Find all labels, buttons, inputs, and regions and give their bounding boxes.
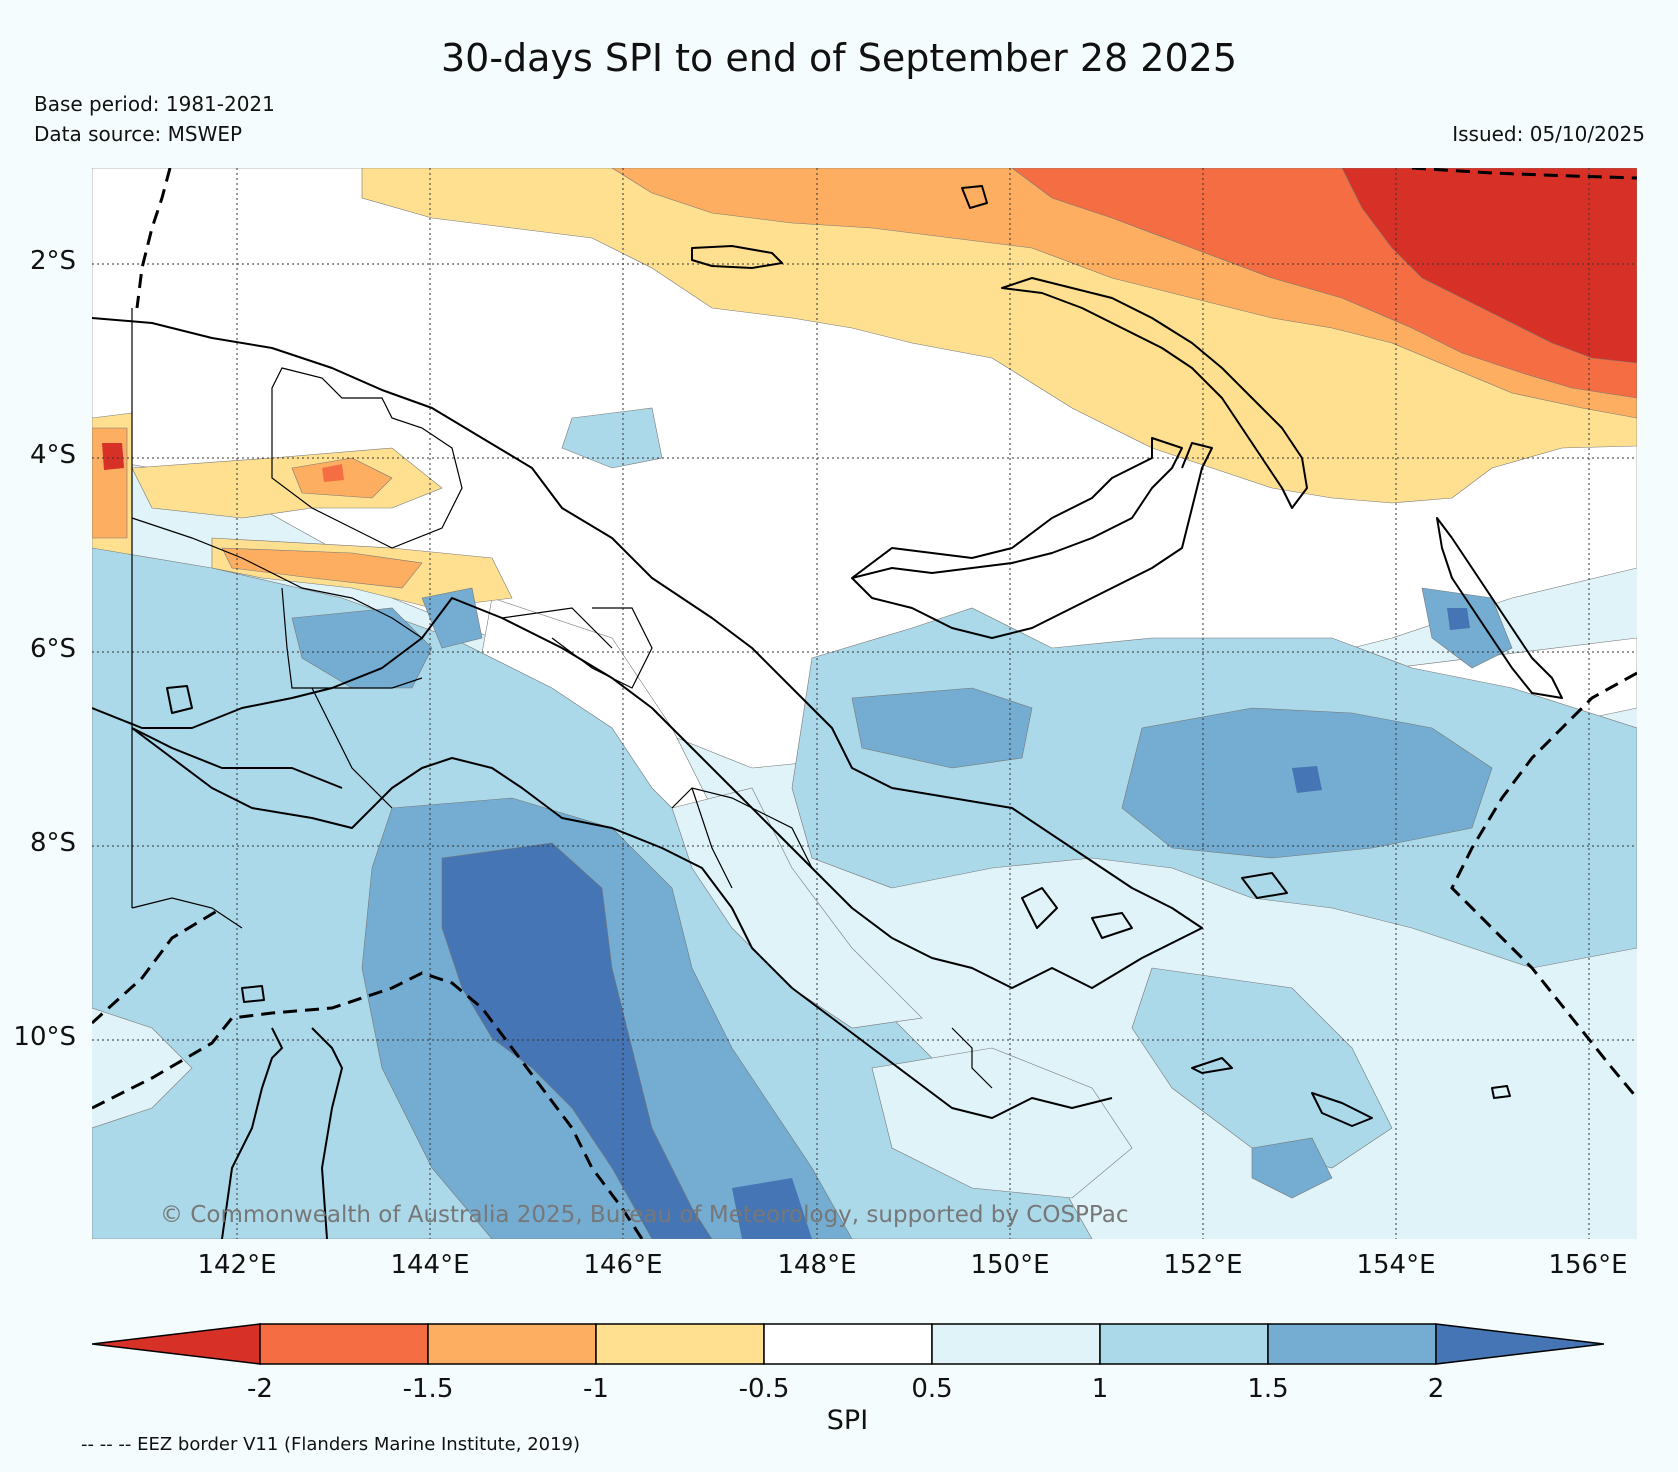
eez-borders xyxy=(92,168,1637,1239)
spi-field-dry-highlands-orange-2 xyxy=(221,547,423,589)
colorbar-segment-p0-5-1 xyxy=(931,1323,1101,1365)
spi-field-wet-mid-blue-se xyxy=(1251,1137,1333,1199)
colorbar-segment-m1-5-m1 xyxy=(427,1323,597,1365)
map-title: 30-days SPI to end of September 28 2025 xyxy=(440,36,1237,80)
colorbar-tick-m1-5: -1.5 xyxy=(402,1374,454,1404)
colorbar-tick-m2: -2 xyxy=(247,1374,273,1404)
colorbar-segment-p1-5-2 xyxy=(1267,1323,1437,1365)
base-period-text: Base period: 1981-2021 xyxy=(34,92,275,116)
lat-label-2s: 2°S xyxy=(29,246,76,276)
colorbar-segment-above-2 xyxy=(1435,1323,1605,1365)
colorbar-tick-m1: -1 xyxy=(583,1374,609,1404)
spi-field-dry-red xyxy=(1341,168,1637,364)
spi-field-wet-dark-blue-bougainville xyxy=(1447,608,1470,630)
spi-colorbar xyxy=(91,1322,1605,1372)
lon-label-156e: 156°E xyxy=(1548,1250,1628,1280)
copyright-watermark: © Commonwealth of Australia 2025, Bureau… xyxy=(160,1202,1129,1228)
lat-label-6s: 6°S xyxy=(29,634,76,664)
spi-field-wet-light-hole-2 xyxy=(871,1047,1133,1199)
spi-field-wet-mid-blue-central xyxy=(851,687,1033,769)
lat-label-10s: 10°S xyxy=(13,1022,76,1052)
colorbar-segment-m2-m1-5 xyxy=(259,1323,429,1365)
map-gridlines xyxy=(92,168,1637,1239)
lon-label-144e: 144°E xyxy=(390,1250,470,1280)
colorbar-tick-1: 1 xyxy=(1091,1374,1109,1404)
colorbar-segment-m0-5-0-5 xyxy=(763,1323,933,1365)
lon-label-146e: 146°E xyxy=(583,1250,663,1280)
colorbar-tick-1-5: 1.5 xyxy=(1247,1374,1289,1404)
lon-label-150e: 150°E xyxy=(970,1250,1050,1280)
lat-label-4s: 4°S xyxy=(29,440,76,470)
lon-label-142e: 142°E xyxy=(197,1250,277,1280)
colorbar-tick-2: 2 xyxy=(1427,1374,1445,1404)
data-source-text: Data source: MSWEP xyxy=(34,122,243,146)
colorbar-tick-m0-5: -0.5 xyxy=(738,1374,790,1404)
lon-label-154e: 154°E xyxy=(1356,1250,1436,1280)
spi-field-wet-dark-blue-south xyxy=(732,1178,812,1239)
lon-label-152e: 152°E xyxy=(1163,1250,1243,1280)
issued-date-text: Issued: 05/10/2025 xyxy=(1452,122,1645,146)
spi-field-dry-west-red xyxy=(102,443,124,470)
colorbar-segment-p1-1-5 xyxy=(1099,1323,1269,1365)
spi-map-canvas xyxy=(92,168,1637,1239)
eez-note-text: -- -- -- EEZ border V11 (Flanders Marine… xyxy=(81,1434,581,1455)
lat-label-8s: 8°S xyxy=(29,828,76,858)
spi-field-wet-blue-coral xyxy=(1131,967,1393,1169)
spi-field-dry-highlands-red xyxy=(322,464,344,482)
coastlines xyxy=(92,185,1563,1239)
colorbar-title: SPI xyxy=(826,1405,869,1436)
spi-field-wet-blue-north xyxy=(561,407,663,469)
colorbar-segment-m1-m0-5 xyxy=(595,1323,765,1365)
borders xyxy=(131,308,993,1089)
lon-label-148e: 148°E xyxy=(777,1250,857,1280)
spi-field-wet-mid-blue-west xyxy=(291,607,433,689)
colorbar-tick-0-5: 0.5 xyxy=(911,1374,953,1404)
colorbar-segment-below-m2 xyxy=(91,1323,261,1365)
spi-map xyxy=(92,168,1637,1239)
spi-field-wet-dark-blue-gulf xyxy=(441,842,713,1239)
spi-field-wet-dark-blue-east xyxy=(1292,766,1322,793)
